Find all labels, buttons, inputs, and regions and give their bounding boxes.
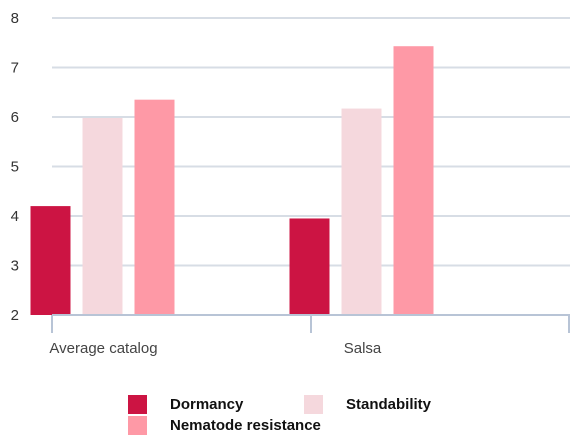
legend-swatch-dormancy (128, 395, 147, 414)
y-tick-label-6: 6 (11, 109, 19, 126)
x-tick-label-average-catalog: Average catalog (49, 340, 157, 357)
bar-salsa-nematode-resistance[interactable] (393, 46, 434, 316)
bar-average-catalog-dormancy[interactable] (30, 206, 71, 315)
legend-swatch-standability (304, 395, 323, 414)
legend-item-dormancy[interactable]: Dormancy (128, 395, 243, 414)
y-tick-label-5: 5 (11, 159, 19, 176)
bar-average-catalog-nematode-resistance[interactable] (134, 99, 175, 315)
x-axis-tick-labels: Average catalog Salsa (49, 340, 381, 357)
legend-label-dormancy: Dormancy (170, 396, 244, 413)
x-axis (51, 314, 570, 333)
bar-salsa-standability[interactable] (341, 108, 382, 316)
y-tick-label-8: 8 (11, 10, 19, 27)
legend-swatch-nematode-resistance (128, 416, 147, 435)
legend-label-standability: Standability (346, 396, 432, 413)
y-tick-label-3: 3 (11, 258, 19, 275)
y-tick-label-7: 7 (11, 60, 19, 77)
y-tick-label-2: 2 (11, 307, 19, 324)
legend-item-standability[interactable]: Standability (304, 395, 431, 414)
y-axis-tick-labels: 2 3 4 5 6 7 8 (11, 10, 19, 324)
legend-label-nematode-resistance: Nematode resistance (170, 417, 321, 434)
bar-average-catalog-standability[interactable] (82, 117, 123, 316)
bar-salsa-dormancy[interactable] (289, 218, 330, 315)
legend-item-nematode-resistance[interactable]: Nematode resistance (128, 416, 321, 435)
x-tick-label-salsa: Salsa (344, 340, 382, 357)
y-tick-label-4: 4 (11, 208, 19, 225)
bars (30, 46, 434, 316)
